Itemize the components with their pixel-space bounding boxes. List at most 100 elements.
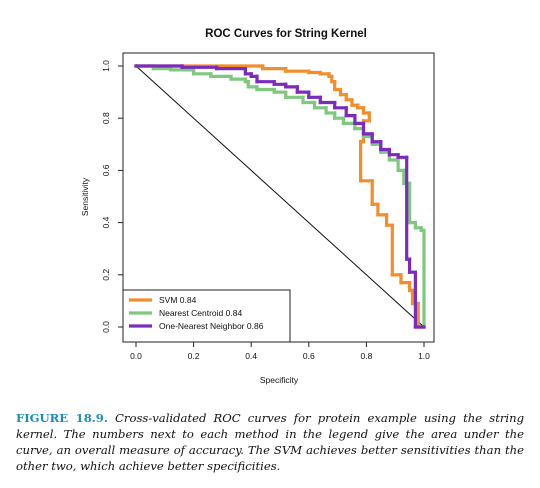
series-point-svm [345,98,348,101]
x-axis-label: Specificity [260,375,299,385]
x-tick-label: 0.2 [188,351,200,361]
series-point-svm [385,213,388,216]
series-point-svm [376,213,379,216]
y-tick-label: 0.0 [101,321,111,333]
x-tick-label: 0.0 [130,351,142,361]
series-point-one-nearest-neighbor [307,91,310,94]
series-point-one-nearest-neighbor [296,91,299,94]
series-point-svm [359,179,362,182]
series-point-nearest-centroid [420,229,423,232]
series-point-svm [319,72,322,75]
legend-label: SVM 0.84 [159,295,197,305]
series-point-svm [362,106,365,109]
plot-curves [134,64,425,328]
series-point-svm [399,281,402,284]
series-point-one-nearest-neighbor [319,96,322,99]
series-point-one-nearest-neighbor [405,156,408,159]
series-point-one-nearest-neighbor [379,148,382,151]
series-point-svm [362,140,365,143]
x-axis: 0.0 0.2 0.4 0.6 0.8 1.0 [130,342,430,361]
series-point-svm [371,203,374,206]
series-point-nearest-centroid [244,80,247,83]
series-point-svm [408,289,411,292]
series-point-nearest-centroid [247,85,250,88]
legend-label: Nearest Centroid 0.84 [159,308,242,318]
series-point-one-nearest-neighbor [215,67,218,70]
series-point-nearest-centroid [169,68,172,71]
series-point-nearest-centroid [422,229,425,232]
series-point-one-nearest-neighbor [362,132,365,135]
series-point-svm [330,75,333,78]
series-point-one-nearest-neighbor [353,122,356,125]
x-tick-label: 0.4 [245,351,257,361]
series-point-one-nearest-neighbor [414,271,417,274]
series-point-svm [359,140,362,143]
legend: SVM 0.84 Nearest Centroid 0.84 One-Nearest… [123,290,290,342]
legend-series-name: Nearest Centroid [159,308,224,318]
series-point-one-nearest-neighbor [250,75,253,78]
series-point-svm [411,302,414,305]
series-point-one-nearest-neighbor [408,258,411,261]
series-point-svm [350,98,353,101]
series-point-one-nearest-neighbor [180,66,183,69]
series-point-nearest-centroid [342,122,345,125]
series-point-one-nearest-neighbor [345,106,348,109]
series-point-nearest-centroid [396,169,399,172]
series-point-one-nearest-neighbor [414,325,417,328]
series-point-nearest-centroid [414,221,417,224]
series-point-svm [368,111,371,114]
series-point-svm [327,75,330,78]
series-point-svm [284,70,287,73]
series-point-nearest-centroid [324,111,327,114]
series-point-one-nearest-neighbor [408,271,411,274]
series-point-nearest-centroid [247,80,250,83]
series-point-nearest-centroid [333,117,336,120]
y-tick-label: 0.2 [101,269,111,281]
y-tick-label: 0.4 [101,216,111,228]
y-tick-label: 0.8 [101,112,111,124]
series-point-nearest-centroid [342,117,345,120]
y-axis-label: Sensitivity [80,177,90,216]
roc-figure: ROC Curves for String Kernel 0.0 0.2 0.4 0.… [0,0,540,400]
series-point-one-nearest-neighbor [255,80,258,83]
series-point-nearest-centroid [209,75,212,78]
series-point-nearest-centroid [273,91,276,94]
series-point-one-nearest-neighbor [405,258,408,261]
series-point-nearest-centroid [333,111,336,114]
series-point-svm [408,281,411,284]
series-point-one-nearest-neighbor [296,85,299,88]
series-point-svm [399,273,402,276]
x-tick-label: 0.8 [360,351,372,361]
series-point-svm [371,179,374,182]
series-point-svm [362,111,365,114]
series-point-svm [391,273,394,276]
series-point-nearest-centroid [313,106,316,109]
series-point-nearest-centroid [255,88,258,91]
legend-series-name: One-Nearest Neighbor [159,321,245,331]
series-point-svm [391,224,394,227]
figure-caption: FIGURE 18.9. Cross-validated ROC curves … [16,410,524,474]
diagonal-reference-line [136,66,424,327]
series-point-one-nearest-neighbor [345,114,348,117]
series-point-nearest-centroid [284,91,287,94]
series-point-svm [356,106,359,109]
series-point-svm [333,88,336,91]
series-point-one-nearest-neighbor [307,96,310,99]
series-point-svm [330,80,333,83]
series-point-nearest-centroid [402,169,405,172]
series-point-nearest-centroid [229,77,232,80]
series-point-svm [345,93,348,96]
legend-series-name: SVM [159,295,177,305]
series-point-one-nearest-neighbor [319,101,322,104]
series-point-svm [411,289,414,292]
series-point-svm [368,119,371,122]
x-tick-label: 0.6 [303,351,315,361]
series-point-one-nearest-neighbor [388,153,391,156]
y-axis: 0.00.20.40.60.81.0 [101,60,123,333]
series-point-svm [350,104,353,107]
series-point-one-nearest-neighbor [273,83,276,86]
series-point-one-nearest-neighbor [244,72,247,75]
series-point-svm [333,80,336,83]
series-point-nearest-centroid [192,72,195,75]
series-point-one-nearest-neighbor [255,75,258,78]
